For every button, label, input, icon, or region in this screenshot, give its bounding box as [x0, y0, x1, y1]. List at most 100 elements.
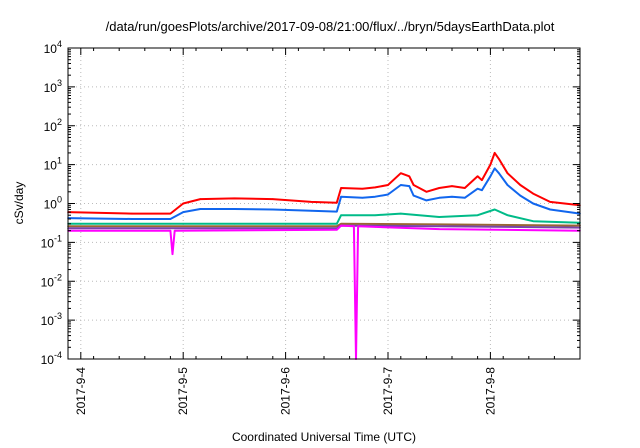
series-point: [408, 185, 411, 187]
series-point: [489, 163, 492, 166]
series-point: [169, 212, 172, 215]
y-tick-label: 100: [44, 195, 62, 212]
grid: [68, 48, 580, 359]
y-tick-label: 103: [44, 78, 62, 95]
series-line-6: [68, 224, 581, 360]
y-axis-label: cSv/day: [12, 182, 26, 225]
series-point: [233, 197, 236, 200]
x-tick-label: 2017-9-8: [483, 367, 497, 415]
series-point: [438, 187, 441, 189]
series-point: [336, 229, 338, 231]
y-tick-label: 10-4: [41, 350, 62, 367]
series-point: [481, 189, 483, 191]
series-point: [476, 187, 479, 190]
x-axis: 2017-9-4 2017-9-5 2017-9-6 2017-9-7 2017-9-8: [67, 48, 581, 415]
series-point: [310, 201, 313, 203]
series-point: [476, 214, 479, 216]
x-tick-label: 2017-9-6: [279, 367, 293, 415]
series-point: [425, 191, 428, 193]
series-point: [493, 152, 496, 154]
series-point: [400, 212, 402, 215]
series-point: [199, 208, 202, 210]
series-point: [506, 214, 509, 216]
series-point: [340, 214, 342, 216]
series-point: [425, 199, 428, 202]
series-point: [506, 184, 509, 186]
x-axis-label: Coordinated Universal Time (UTC): [232, 430, 416, 444]
series-point: [374, 214, 377, 216]
series-point: [464, 187, 466, 189]
series-point: [412, 184, 415, 186]
series-point: [489, 175, 492, 178]
series-point: [233, 223, 236, 225]
series-point: [374, 195, 377, 198]
series-point: [549, 201, 551, 203]
series-point: [233, 208, 236, 210]
series-point: [272, 208, 274, 211]
series-point: [506, 172, 509, 174]
series-point: [374, 186, 377, 189]
y-tick-label: 10-1: [41, 233, 62, 250]
series-point: [340, 187, 342, 189]
series-point: [438, 197, 441, 199]
series-point: [400, 184, 402, 186]
series-point: [361, 197, 364, 199]
series-point: [438, 228, 441, 230]
series-point: [131, 212, 133, 215]
series-point: [532, 202, 534, 205]
series-point: [451, 195, 453, 198]
series-point: [493, 167, 496, 170]
series-point: [169, 223, 172, 225]
series-point: [498, 158, 500, 160]
series-point: [532, 192, 534, 195]
series-point: [336, 225, 338, 227]
series-point: [336, 223, 338, 225]
series-point: [353, 225, 355, 227]
series-point: [199, 198, 202, 200]
y-tick-label: 104: [44, 39, 62, 56]
series-point: [169, 229, 172, 232]
series-point: [549, 208, 551, 211]
series-point: [340, 224, 342, 227]
series-point: [340, 223, 342, 225]
series-point: [408, 175, 411, 178]
series-point: [340, 195, 342, 198]
series-point: [412, 194, 415, 197]
series-point: [519, 184, 522, 186]
y-tick-label: 101: [44, 156, 62, 173]
series-point: [387, 184, 389, 186]
series-point: [374, 226, 377, 228]
series-point: [438, 223, 441, 226]
x-tick-label: 2017-9-4: [74, 367, 88, 415]
series-point: [169, 218, 172, 220]
series-point: [182, 211, 184, 213]
series-point: [493, 208, 496, 211]
series-point: [438, 225, 441, 227]
series-point: [131, 218, 133, 220]
series-line-2: [67, 167, 581, 220]
series-line-1: [67, 151, 581, 215]
y-tick-label: 102: [44, 117, 62, 134]
chart-title: /data/run/goesPlots/archive/2017-09-08/2…: [106, 19, 555, 34]
series-point: [361, 187, 364, 190]
series-point: [272, 198, 274, 200]
x-tick-label: 2017-9-7: [381, 367, 395, 415]
series-point: [387, 193, 389, 196]
y-tick-label: 10-3: [41, 311, 62, 328]
series-point: [171, 253, 174, 255]
series-point: [400, 172, 402, 174]
series-point: [498, 172, 500, 174]
series-point: [310, 210, 313, 212]
series-point: [182, 202, 184, 205]
series-point: [357, 225, 359, 227]
series-point: [476, 175, 479, 178]
y-axis: 10-4 10-3 10-2 10-1 100 101 102 103 104: [41, 39, 580, 367]
series-point: [336, 201, 338, 204]
series-point: [336, 210, 338, 213]
series-point: [464, 197, 466, 199]
series-point: [173, 229, 176, 232]
series-point: [481, 179, 483, 181]
series-point: [532, 220, 534, 222]
series-point: [519, 194, 522, 197]
